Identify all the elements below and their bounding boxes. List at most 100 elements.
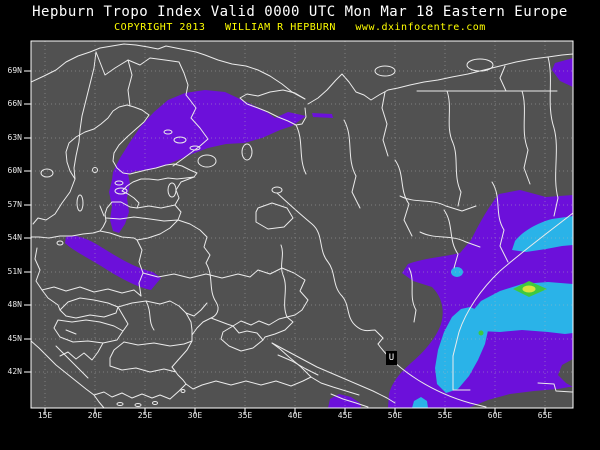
border-armenia: [330, 393, 369, 408]
lat-tick-label: 48N: [7, 300, 22, 309]
border-admin-3: [499, 65, 507, 92]
island-aegean-2: [134, 403, 142, 407]
border-bulgaria-south: [109, 365, 177, 373]
island-aland: [92, 167, 98, 173]
cyan-spot-bottom: [412, 397, 428, 408]
tropo-region-dash: [312, 113, 333, 118]
island-aegean-1: [116, 402, 124, 406]
border-estonia-latvia: [136, 204, 182, 221]
lake-peipus: [167, 182, 177, 198]
lake-rybinsk: [271, 186, 283, 194]
lat-tick-label: 66N: [7, 99, 22, 108]
border-admin-7: [443, 209, 459, 269]
lake-vanern: [40, 168, 54, 178]
lon-tick-label: 65E: [537, 411, 553, 420]
tropo-region-bottom-small: [328, 394, 361, 408]
tropo-level2-regions: [412, 216, 573, 408]
border-moldova: [185, 302, 208, 317]
border-sweden-finland: [127, 59, 133, 107]
tropo-region-topright: [552, 58, 573, 87]
lat-tick-label: 51N: [7, 267, 22, 276]
dinaric-line: [55, 345, 89, 379]
lon-tick-label: 55E: [437, 411, 453, 420]
island-oland: [99, 205, 105, 217]
border-moscow-loop: [255, 202, 294, 230]
cyan-middle-window: [469, 282, 573, 334]
station-marker-u: U: [386, 351, 397, 365]
coastline-border-lines: [31, 43, 573, 408]
coastline-crimea: [220, 325, 264, 352]
river-dnieper: [205, 262, 219, 319]
map-frame: [30, 40, 574, 409]
border-admin-8: [491, 181, 509, 263]
island-marmara: [180, 389, 186, 393]
river-ural: [408, 267, 417, 323]
border-georgia: [310, 376, 360, 396]
yellow-core: [522, 285, 536, 293]
tropo-region-poland-streak: [65, 235, 161, 290]
lon-tick-label: 20E: [87, 411, 103, 420]
border-admin-2: [446, 90, 462, 207]
island-saaremaa: [114, 187, 128, 195]
lon-tick-label: 30E: [187, 411, 203, 420]
lat-tick-label: 69N: [7, 66, 22, 75]
lon-tick-label: 40E: [287, 411, 303, 420]
axis-ticks: [24, 70, 546, 414]
coastline-azov: [232, 316, 294, 341]
lon-tick-label: 45E: [337, 411, 353, 420]
border-ural-ridge: [547, 56, 559, 217]
border-slovakia: [59, 297, 119, 319]
lon-tick-label: 60E: [487, 411, 503, 420]
coastline-adriatic: [31, 340, 105, 408]
border-admin-6: [394, 159, 413, 237]
border-hungary: [53, 319, 124, 344]
coastline-aegean: [93, 391, 171, 400]
border-admin-5: [343, 119, 361, 209]
page-title: Hepburn Tropo Index Valid 0000 UTC Mon M…: [32, 4, 568, 20]
lat-tick-label: 60N: [7, 166, 22, 175]
lat-tick-label: 42N: [7, 367, 22, 376]
island-bornholm: [56, 240, 64, 246]
coastline-bothnia-baltic: [31, 104, 198, 239]
lon-tick-label: 35E: [237, 411, 253, 420]
tropo-level4-regions: [522, 285, 536, 293]
border-belarus-russia: [177, 219, 211, 264]
border-latvia-lithuania: [105, 216, 179, 241]
lat-tick-label: 63N: [7, 133, 22, 142]
lake-finnish-3: [163, 129, 173, 135]
coastline-white-sea: [239, 89, 307, 126]
border-romania-west: [117, 306, 129, 332]
lon-tick-label: 15E: [37, 411, 53, 420]
coastline-arctic-east: [307, 53, 573, 105]
border-kazakh-diagonal: [452, 212, 573, 357]
lat-tick-label: 57N: [7, 200, 22, 209]
coastline-sweden-south: [32, 178, 76, 225]
green-dot: [478, 330, 484, 336]
cyan-lower-blob: [435, 307, 489, 393]
lake-finnish-2: [189, 145, 201, 151]
border-finland-russia: [95, 51, 209, 167]
border-admin-9: [399, 195, 477, 212]
island-aegean-3: [152, 401, 158, 405]
border-norway-sweden: [73, 51, 97, 180]
border-right-angle: [452, 355, 471, 391]
lake-finnish-1: [173, 136, 187, 144]
island-arctic-oval: [466, 58, 494, 72]
border-serbia: [59, 342, 104, 361]
tropo-region-finland-karelia: [109, 90, 306, 233]
border-admin-1: [381, 91, 389, 157]
island-kolguyev: [374, 65, 396, 77]
island-gotland: [76, 194, 84, 212]
lat-tick-label: 54N: [7, 233, 22, 242]
border-bulgaria-west: [109, 341, 125, 367]
lon-tick-label: 50E: [387, 411, 403, 420]
lon-tick-label: 25E: [137, 411, 153, 420]
border-romania: [117, 300, 234, 336]
lat-tick-label: 45N: [7, 334, 22, 343]
caucasus-ridge: [271, 342, 396, 404]
carpathian-arc: [145, 300, 155, 331]
caucasus-line-2: [277, 354, 319, 376]
border-belarus-ukraine: [142, 267, 309, 318]
coastline-norway-arctic: [31, 43, 306, 100]
